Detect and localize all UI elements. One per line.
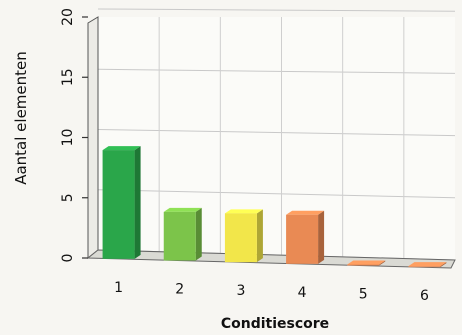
bar-front	[347, 264, 380, 266]
bar-front	[286, 214, 319, 264]
plot-area	[86, 8, 456, 269]
y-tick-label: 5	[60, 193, 76, 202]
bar-6	[408, 262, 447, 268]
bar-top	[286, 210, 325, 215]
x-tick-label: 1	[114, 280, 123, 296]
gridline-horizontal	[97, 189, 456, 199]
y-tick-label: 20	[60, 8, 76, 26]
x-tick-label: 5	[359, 287, 368, 303]
bar-top	[347, 260, 386, 265]
gridline-horizontal	[97, 8, 456, 12]
bar-side	[134, 146, 141, 259]
x-axis-label: Conditiescore	[221, 316, 329, 331]
bar-front	[224, 213, 257, 263]
gridline-horizontal	[97, 129, 456, 137]
x-tick-label: 4	[298, 285, 307, 301]
plot-background	[98, 17, 455, 260]
bar-front	[408, 266, 441, 268]
bar-top	[102, 146, 141, 151]
x-tick-label: 6	[420, 288, 429, 304]
bar-side	[256, 209, 263, 263]
bar-top	[224, 209, 263, 214]
y-tick-label: 15	[60, 68, 76, 86]
bar-5	[347, 260, 386, 266]
bar-top	[163, 207, 202, 212]
gridline-horizontal	[97, 68, 456, 74]
plot-side-wall	[87, 16, 99, 260]
y-axis-label: Aantal elementen	[12, 51, 30, 185]
y-tick-label: 0	[60, 254, 76, 263]
x-tick-label: 3	[236, 283, 245, 299]
y-tick-label: 10	[60, 129, 76, 147]
bar-side	[318, 210, 325, 264]
bar-series	[102, 146, 447, 268]
bar-side	[379, 260, 386, 266]
bar-front	[102, 150, 135, 259]
bar-front	[163, 211, 196, 261]
axis-labels: 0 5 10 15 20 1 2 3 4 5 6	[60, 8, 429, 304]
bar-side	[440, 262, 447, 268]
bar-2	[163, 207, 202, 261]
bar-4	[286, 210, 325, 264]
bar-side	[195, 207, 202, 261]
bar-top	[408, 262, 447, 267]
bar-1	[102, 146, 141, 259]
bar-3	[224, 209, 263, 263]
x-tick-label: 2	[175, 282, 184, 298]
